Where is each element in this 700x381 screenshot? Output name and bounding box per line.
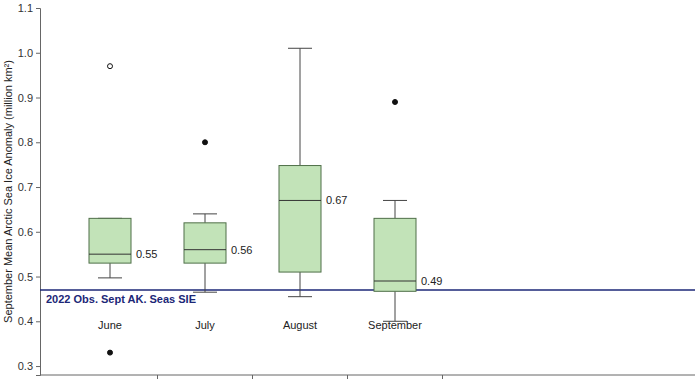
- y-tick: 1.1: [18, 2, 40, 14]
- reference-label: 2022 Obs. Sept AK. Seas SIE: [46, 293, 196, 305]
- y-tick-label: 1.1: [18, 2, 33, 14]
- median-label: 0.55: [136, 248, 157, 260]
- y-tick-label: 0.8: [18, 136, 33, 148]
- x-tick-mark: [252, 375, 253, 379]
- whisker-high-cap: [193, 213, 217, 214]
- whisker-low: [205, 263, 206, 292]
- y-tick-label: 1.0: [18, 47, 33, 59]
- median-label: 0.67: [326, 194, 347, 206]
- box: [279, 166, 321, 273]
- y-tick-label: 0.7: [18, 181, 33, 193]
- y-tick: 0.7: [18, 181, 40, 193]
- y-tick: 0.8: [18, 136, 40, 148]
- y-tick-mark: [36, 53, 40, 54]
- median-label: 0.49: [421, 275, 442, 287]
- box-group: [279, 48, 321, 296]
- outlier: [203, 140, 208, 145]
- category-label: August: [283, 319, 317, 331]
- y-tick-mark: [36, 8, 40, 9]
- median-label: 0.56: [231, 244, 252, 256]
- median: [184, 249, 226, 250]
- box-group: [184, 140, 226, 292]
- outlier: [393, 99, 398, 104]
- whisker-low: [300, 272, 301, 297]
- y-tick: 0.9: [18, 92, 40, 104]
- x-axis: [40, 375, 695, 379]
- whisker-high-cap: [288, 48, 312, 49]
- category-label: September: [368, 319, 422, 331]
- y-tick-mark: [36, 187, 40, 188]
- y-tick-mark: [36, 277, 40, 278]
- y-tick-label: 0.3: [18, 360, 33, 372]
- box-group: [89, 64, 131, 355]
- median: [374, 281, 416, 282]
- x-tick-mark: [347, 375, 348, 379]
- whisker-low: [395, 291, 396, 321]
- y-tick: 1.0: [18, 47, 40, 59]
- whisker-low-cap: [193, 292, 217, 293]
- whisker-high-cap: [383, 200, 407, 201]
- x-tick-mark: [157, 375, 158, 379]
- y-tick-mark: [36, 232, 40, 233]
- y-tick: 0.3: [18, 360, 40, 372]
- y-tick-mark: [36, 98, 40, 99]
- y-axis: 0.3 0.4 0.5 0.6 0.7 0.8 0.9 1.0 1.1: [18, 2, 41, 375]
- outlier: [108, 350, 113, 355]
- y-tick-label: 0.6: [18, 226, 33, 238]
- whisker-low: [110, 263, 111, 278]
- y-tick-label: 0.9: [18, 92, 33, 104]
- whisker-low-cap: [98, 277, 122, 278]
- y-tick-mark: [36, 366, 40, 367]
- y-tick: 0.4: [18, 315, 40, 327]
- whisker-high: [395, 200, 396, 218]
- box: [89, 218, 131, 263]
- y-tick: 0.6: [18, 226, 40, 238]
- whisker-low-cap: [288, 296, 312, 297]
- median: [279, 200, 321, 201]
- plot-area: [40, 48, 695, 355]
- y-axis-title: September Mean Arctic Sea Ice Anomaly (m…: [2, 60, 14, 323]
- reference-line: [40, 289, 695, 291]
- y-axis-line: [36, 9, 41, 376]
- median: [89, 254, 131, 255]
- box-group: [374, 99, 416, 321]
- category-label: June: [98, 319, 122, 331]
- y-tick: 0.5: [18, 271, 40, 283]
- y-tick-mark: [36, 142, 40, 143]
- outlier: [108, 64, 113, 69]
- category-label: July: [195, 319, 215, 331]
- whisker-high: [205, 214, 206, 223]
- box: [374, 218, 416, 291]
- x-tick-mark: [442, 375, 443, 379]
- y-tick-mark: [36, 321, 40, 322]
- x-axis-line: [40, 375, 695, 376]
- y-tick-label: 0.4: [18, 315, 33, 327]
- y-tick-label: 0.5: [18, 271, 33, 283]
- whisker-high: [300, 48, 301, 165]
- box: [184, 223, 226, 263]
